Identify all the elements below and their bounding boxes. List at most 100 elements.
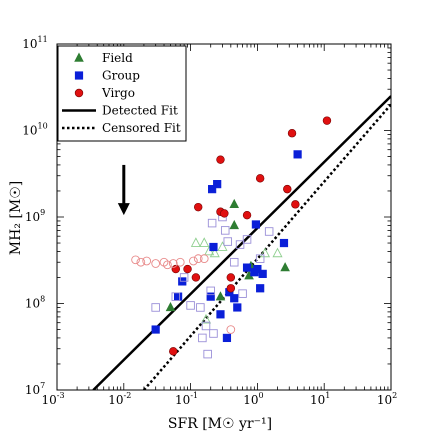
legend-label: Virgo [101, 86, 135, 100]
group-point [251, 220, 261, 229]
x-tick-label: 10-2 [108, 391, 131, 407]
group-point-open [242, 235, 252, 244]
censored-fit-line [142, 103, 391, 390]
virgo-point [191, 273, 201, 282]
group-point-open [179, 273, 189, 282]
virgo-point [226, 284, 236, 293]
virgo-point [255, 174, 265, 183]
virgo-point-open [193, 254, 203, 263]
field-point-open [200, 313, 212, 324]
group-point [233, 303, 242, 312]
x-tick-label: 100 [243, 391, 263, 407]
virgo-point-open [226, 325, 236, 334]
y-tick-label: 109 [25, 208, 45, 224]
arrow-head [117, 203, 130, 216]
legend-label: Group [102, 69, 140, 83]
y-tick-label: 1010 [22, 122, 47, 138]
group-point [256, 284, 265, 293]
group-point [216, 310, 225, 319]
legend-label: Field [102, 51, 133, 65]
legend: Field Group Virgo Detected Fit Censored Fit [57, 45, 187, 142]
group-point-open [171, 292, 181, 301]
y-tick-label: 107 [25, 381, 45, 397]
virgo-point [194, 202, 203, 212]
group-point [279, 238, 289, 248]
group-point [151, 325, 160, 334]
group-point-open [220, 226, 230, 235]
group-point-open [209, 329, 218, 338]
group-point [258, 269, 267, 278]
group-point [293, 150, 302, 159]
field-point [280, 262, 290, 272]
legend-label: Detected Fit [102, 104, 178, 118]
virgo-point [220, 209, 229, 218]
field-point-open [199, 237, 210, 247]
detected-fit-line [92, 95, 391, 390]
legend-label: Censored Fit [102, 121, 181, 135]
field-point-open [190, 237, 201, 247]
virgo-point [169, 347, 178, 356]
group-point [209, 242, 218, 252]
virgo-point-open [189, 256, 198, 266]
y-axis-label: MH₂ [M☉] [8, 181, 24, 255]
group-point [174, 292, 183, 301]
group-point-open [196, 303, 205, 312]
legend-group-marker [74, 71, 84, 80]
group-point-open [186, 301, 195, 310]
arrow-annotation [117, 164, 130, 216]
virgo-point-open [175, 257, 185, 267]
group-point-open [151, 303, 160, 312]
virgo-point [242, 210, 252, 220]
field-point-open [209, 247, 220, 258]
group-point-open [206, 286, 215, 296]
group-point-open [235, 240, 245, 249]
virgo-point [183, 264, 192, 274]
virgo-point [216, 155, 225, 164]
group-point-open [255, 254, 265, 263]
field-point-open [259, 247, 271, 258]
field-point [215, 291, 226, 301]
x-axis-label: SFR [M☉ yr⁻¹] [168, 416, 272, 432]
virgo-point [322, 116, 332, 125]
virgo-point [283, 184, 292, 194]
group-point [213, 180, 222, 189]
virgo-point-open [142, 256, 152, 266]
group-point-open [207, 218, 217, 228]
virgo-point-open [163, 260, 172, 270]
x-tick-label: 10-3 [41, 391, 64, 407]
group-point-open [229, 257, 239, 267]
field-point [165, 302, 176, 312]
group-point-open [201, 321, 211, 331]
field-point-open [217, 241, 228, 251]
virgo-point [291, 200, 300, 209]
group-point-open [198, 333, 207, 343]
field-point-open [272, 247, 283, 258]
virgo-point-open [131, 255, 140, 265]
virgo-point [226, 273, 236, 282]
virgo-point-open [199, 254, 209, 263]
group-point [206, 292, 215, 301]
data-layer [92, 95, 391, 390]
group-point [208, 185, 217, 194]
x-tick-label: 101 [310, 391, 330, 407]
group-point [222, 333, 232, 343]
group-point-open [264, 227, 274, 236]
group-point [230, 294, 239, 303]
x-tick-label: 102 [377, 391, 397, 407]
y-tick-label: 108 [25, 295, 45, 311]
group-point-open [223, 237, 233, 246]
virgo-point [287, 129, 297, 138]
group-point-open [203, 349, 212, 359]
virgo-point-open [168, 259, 178, 268]
y-tick-label: 1011 [22, 35, 47, 51]
virgo-point-open [136, 257, 146, 267]
legend-virgo-marker [74, 88, 84, 98]
group-point-open [238, 289, 247, 298]
virgo-point-open [151, 259, 161, 268]
x-tick-label: 10-1 [175, 391, 198, 407]
group-point [242, 263, 252, 272]
field-point [229, 219, 240, 230]
field-point [229, 198, 240, 209]
legend-field-marker [74, 52, 84, 62]
